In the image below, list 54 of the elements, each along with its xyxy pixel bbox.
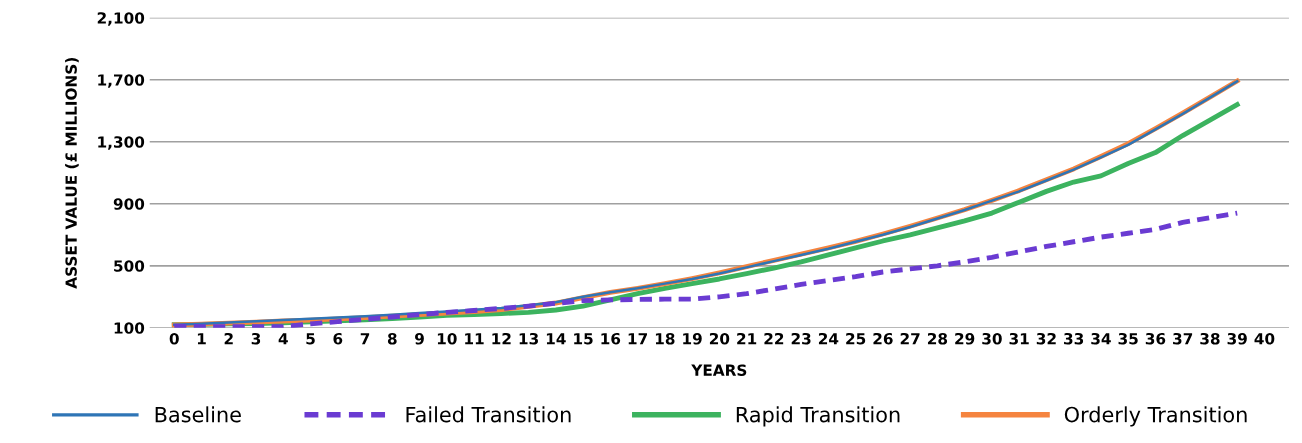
x-tick-label: 18 <box>655 332 675 345</box>
y-tick-label: 2,100 <box>97 12 145 26</box>
x-tick-label: 6 <box>333 332 343 345</box>
legend-label: Baseline <box>155 406 241 423</box>
x-tick-label: 8 <box>387 332 397 345</box>
x-tick-label: 5 <box>306 333 315 345</box>
x-tick-label: 29 <box>955 332 975 345</box>
x-tick-label: 38 <box>1200 332 1220 345</box>
x-tick-label: 27 <box>900 332 920 345</box>
x-tick-label: 33 <box>1064 332 1084 345</box>
y-tick-label: 1,300 <box>98 136 145 150</box>
x-tick-label: 9 <box>415 332 424 345</box>
x-tick-label: 35 <box>1118 332 1138 345</box>
x-tick-label: 3 <box>251 332 261 345</box>
x-tick-label: 20 <box>709 332 730 345</box>
y-tick-label: 1,700 <box>98 74 145 88</box>
x-tick-label: 23 <box>791 332 811 345</box>
x-tick-label: 39 <box>1227 332 1247 345</box>
x-tick-label: 17 <box>628 333 648 345</box>
y-tick-label: 900 <box>113 198 145 210</box>
x-tick-label: 26 <box>873 332 893 345</box>
x-tick-label: 2 <box>224 332 233 345</box>
x-tick-label: 7 <box>360 333 370 345</box>
legend-label: Orderly Transition <box>1064 406 1247 427</box>
x-tick-label: 10 <box>437 332 457 345</box>
x-tick-label: 30 <box>982 332 1002 345</box>
legend-label: Failed Transition <box>406 406 571 423</box>
x-tick-label: 36 <box>1145 332 1166 345</box>
x-tick-label: 34 <box>1091 332 1111 345</box>
x-tick-label: 28 <box>927 332 948 345</box>
x-tick-label: 15 <box>574 333 593 345</box>
x-tick-label: 16 <box>601 332 621 345</box>
legend-label: Rapid Transition <box>736 406 900 427</box>
x-tick-label: 12 <box>492 332 511 345</box>
x-tick-label: 4 <box>278 333 288 345</box>
line-series <box>171 210 1240 328</box>
x-tick-label: 13 <box>519 332 538 345</box>
x-tick-label: 19 <box>683 332 702 345</box>
x-tick-label: 37 <box>1173 332 1193 345</box>
x-tick-label: 22 <box>764 332 784 345</box>
x-tick-label: 24 <box>818 332 839 345</box>
y-axis-title: ASSET VALUE (£ MILLIONS) <box>65 58 79 289</box>
x-tick-label: 40 <box>1254 332 1275 345</box>
x-tick-label: 0 <box>169 332 179 345</box>
y-tick-label: 100 <box>114 322 145 334</box>
x-tick-label: 32 <box>1036 332 1056 345</box>
x-axis-title: YEARS <box>691 364 747 376</box>
y-tick-label: 500 <box>114 260 145 272</box>
x-tick-label: 14 <box>546 333 566 345</box>
x-tick-label: 21 <box>737 332 757 345</box>
x-tick-label: 25 <box>846 332 866 345</box>
x-tick-label: 11 <box>465 333 484 345</box>
x-tick-label: 31 <box>1009 332 1029 345</box>
x-tick-label: 1 <box>197 333 206 345</box>
